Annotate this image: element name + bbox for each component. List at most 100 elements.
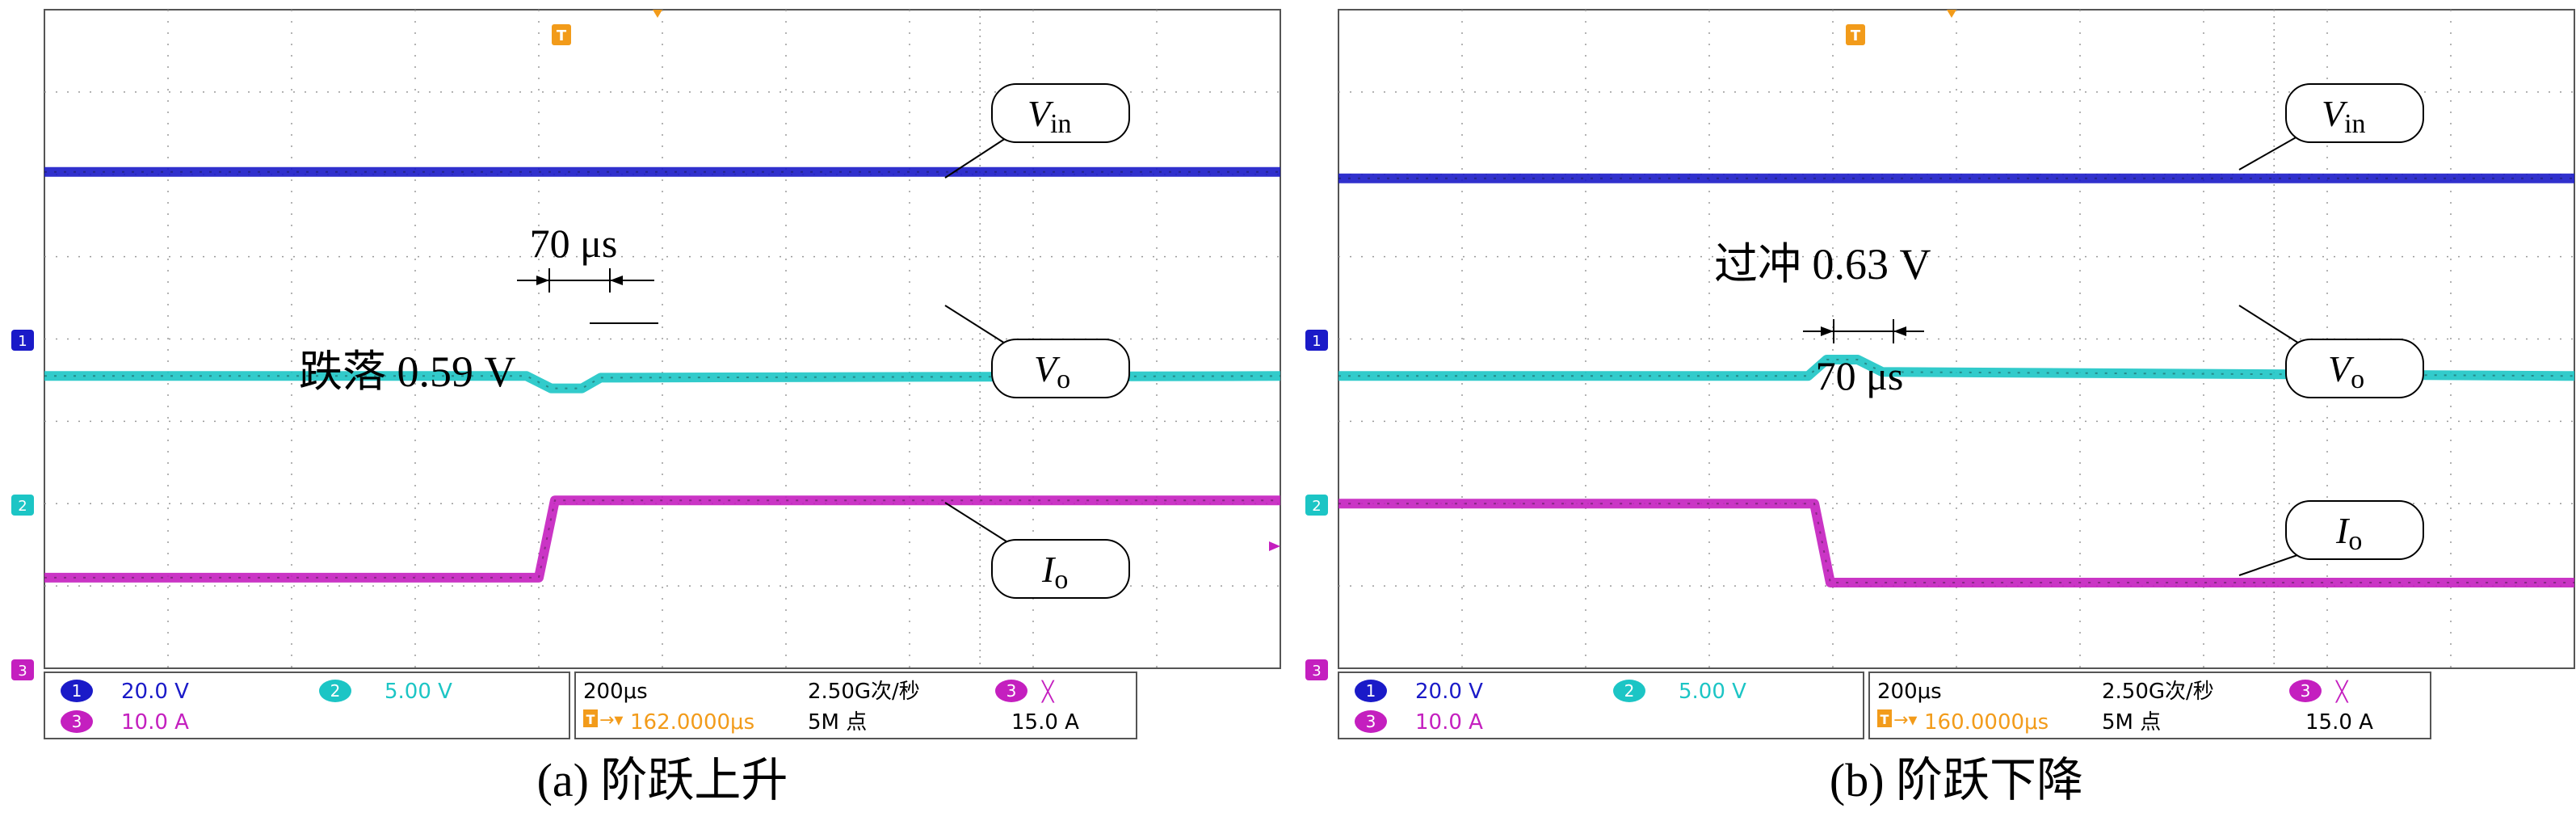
trace-vo — [44, 371, 1281, 394]
trigger-position-marker — [1947, 10, 1956, 18]
callout-io: Io — [2238, 500, 2424, 576]
callout-vin-label: V — [1027, 93, 1054, 134]
callout-vin: Vin — [2238, 83, 2424, 171]
callout-io-label: I — [2335, 510, 2351, 551]
trace-noise-vo — [44, 375, 1281, 389]
ch3-scale-badge-num: 3 — [72, 712, 82, 731]
svg-text:→▾: →▾ — [599, 710, 623, 730]
time-annotation-label: 70 μs — [1816, 353, 1904, 398]
trigger-slope: ╳ — [2334, 680, 2349, 703]
record-length: 5M 点 — [2102, 710, 2161, 735]
channel-marker-1: 1 — [11, 330, 34, 351]
channel-marker-2: 2 — [11, 495, 34, 516]
trigger-level: 15.0 A — [1011, 710, 1079, 735]
ch1-scale-badge-num: 1 — [72, 681, 82, 701]
svg-text:T: T — [1851, 27, 1861, 44]
record-length: 5M 点 — [808, 710, 867, 735]
ch3-scale-badge: 3 — [61, 710, 93, 733]
channel-marker-2-text: 2 — [1312, 498, 1321, 515]
trigger-pos-icon: T →▾ — [1877, 709, 1917, 730]
ch2-scale: 5.00 V — [1679, 680, 1746, 704]
panel-a: T 1 2 3 Vin Vo — [11, 9, 1281, 806]
svg-text:Io: Io — [1041, 549, 1068, 595]
trigger-pos-icon: T →▾ — [583, 709, 623, 730]
event-annotation: 跌落 0.59 V — [299, 347, 516, 396]
trigger-position-marker — [653, 10, 662, 18]
channel-marker-3-text: 3 — [18, 663, 27, 680]
timebase: 200μs — [1877, 680, 1942, 704]
ch2-scale-badge: 2 — [319, 680, 351, 702]
callout-vo-sub: o — [1057, 364, 1070, 394]
panel-b: T 1 2 3 Vin Vo — [1305, 9, 2575, 806]
trace-noise-io — [1338, 503, 2574, 583]
trigger-channel-badge-num: 3 — [2301, 681, 2311, 701]
ch3-scale-badge-num: 3 — [1366, 712, 1376, 731]
svg-text:→▾: →▾ — [1893, 710, 1917, 730]
info-bar: 1 20.0 V 2 5.00 V 3 10.0 A 200μs T →▾ 16… — [44, 672, 1137, 739]
callout-io-label: I — [1041, 549, 1057, 590]
channel-marker-1-text: 1 — [18, 333, 27, 350]
svg-text:Io: Io — [2335, 510, 2362, 556]
callout-vin: Vin — [944, 83, 1130, 179]
trigger-level: 15.0 A — [2305, 710, 2373, 735]
callout-vo-label: V — [1034, 348, 1061, 389]
ch1-scale: 20.0 V — [121, 680, 189, 704]
ch3-scale-badge: 3 — [1355, 710, 1387, 733]
channel-marker-3-text: 3 — [1312, 663, 1321, 680]
ch2-scale-badge-num: 2 — [330, 681, 341, 701]
callout-vo-label: V — [2328, 348, 2355, 389]
callout-vo-sub: o — [2351, 364, 2364, 394]
callout-io-sub: o — [2348, 526, 2362, 556]
trigger-channel-badge-num: 3 — [1006, 681, 1017, 701]
trace-noise-io — [44, 499, 1280, 579]
time-annotation: 70 μs — [1803, 319, 1924, 398]
svg-text:Vin: Vin — [2322, 93, 2366, 139]
callout-vin-label: V — [2322, 93, 2348, 134]
trigger-channel-badge: 3 — [2289, 680, 2322, 702]
trigger-t-marker: T — [1846, 24, 1865, 45]
timebase: 200μs — [583, 680, 648, 704]
callout-vo: Vo — [944, 305, 1130, 398]
ch1-scale-badge: 1 — [1355, 680, 1387, 702]
panel-caption: (a) 阶跃上升 — [537, 754, 788, 806]
info-bar: 1 20.0 V 2 5.00 V 3 10.0 A 200μs T →▾ 16… — [1338, 672, 2431, 739]
channel-marker-1: 1 — [1305, 330, 1328, 351]
ch2-scale-badge: 2 — [1613, 680, 1645, 702]
callout-io-sub: o — [1054, 565, 1068, 595]
scope-traces — [44, 166, 1281, 583]
trigger-t-marker: T — [552, 24, 571, 45]
ch1-scale-badge: 1 — [61, 680, 93, 702]
trigger-slope: ╳ — [1040, 680, 1055, 703]
ch3-scale: 10.0 A — [1415, 710, 1483, 735]
sample-rate: 2.50G次/秒 — [808, 680, 920, 704]
ch1-scale-badge-num: 1 — [1366, 681, 1376, 701]
channel-marker-3: 3 — [11, 659, 34, 680]
channel-marker-2-text: 2 — [18, 498, 27, 515]
callout-vo: Vo — [2238, 305, 2424, 398]
event-annotation: 过冲 0.63 V — [1714, 240, 1931, 288]
svg-text:Vo: Vo — [2328, 348, 2364, 394]
svg-text:Vin: Vin — [1027, 93, 1072, 139]
channel-marker-1-text: 1 — [1312, 333, 1321, 350]
ch3-scale: 10.0 A — [121, 710, 189, 735]
sample-rate: 2.50G次/秒 — [2102, 680, 2214, 704]
trigger-position: 162.0000μs — [630, 710, 754, 735]
channel-marker-2: 2 — [1305, 495, 1328, 516]
trace-io — [44, 495, 1280, 583]
time-annotation-label: 70 μs — [530, 221, 618, 266]
trace-io — [1338, 499, 2574, 587]
svg-text:T: T — [1881, 712, 1889, 727]
trigger-level-marker — [1269, 541, 1280, 551]
svg-text:T: T — [586, 712, 595, 727]
callout-vin-sub: in — [1050, 109, 1071, 139]
time-annotation: 70 μs — [517, 221, 654, 293]
svg-text:T: T — [557, 27, 567, 44]
callout-vin-sub: in — [2344, 109, 2365, 139]
channel-marker-3: 3 — [1305, 659, 1328, 680]
svg-text:Vo: Vo — [1034, 348, 1070, 394]
scope-traces — [1338, 173, 2575, 587]
panel-caption: (b) 阶跃下降 — [1830, 754, 2083, 806]
callout-io: Io — [944, 502, 1130, 599]
ch1-scale: 20.0 V — [1415, 680, 1483, 704]
